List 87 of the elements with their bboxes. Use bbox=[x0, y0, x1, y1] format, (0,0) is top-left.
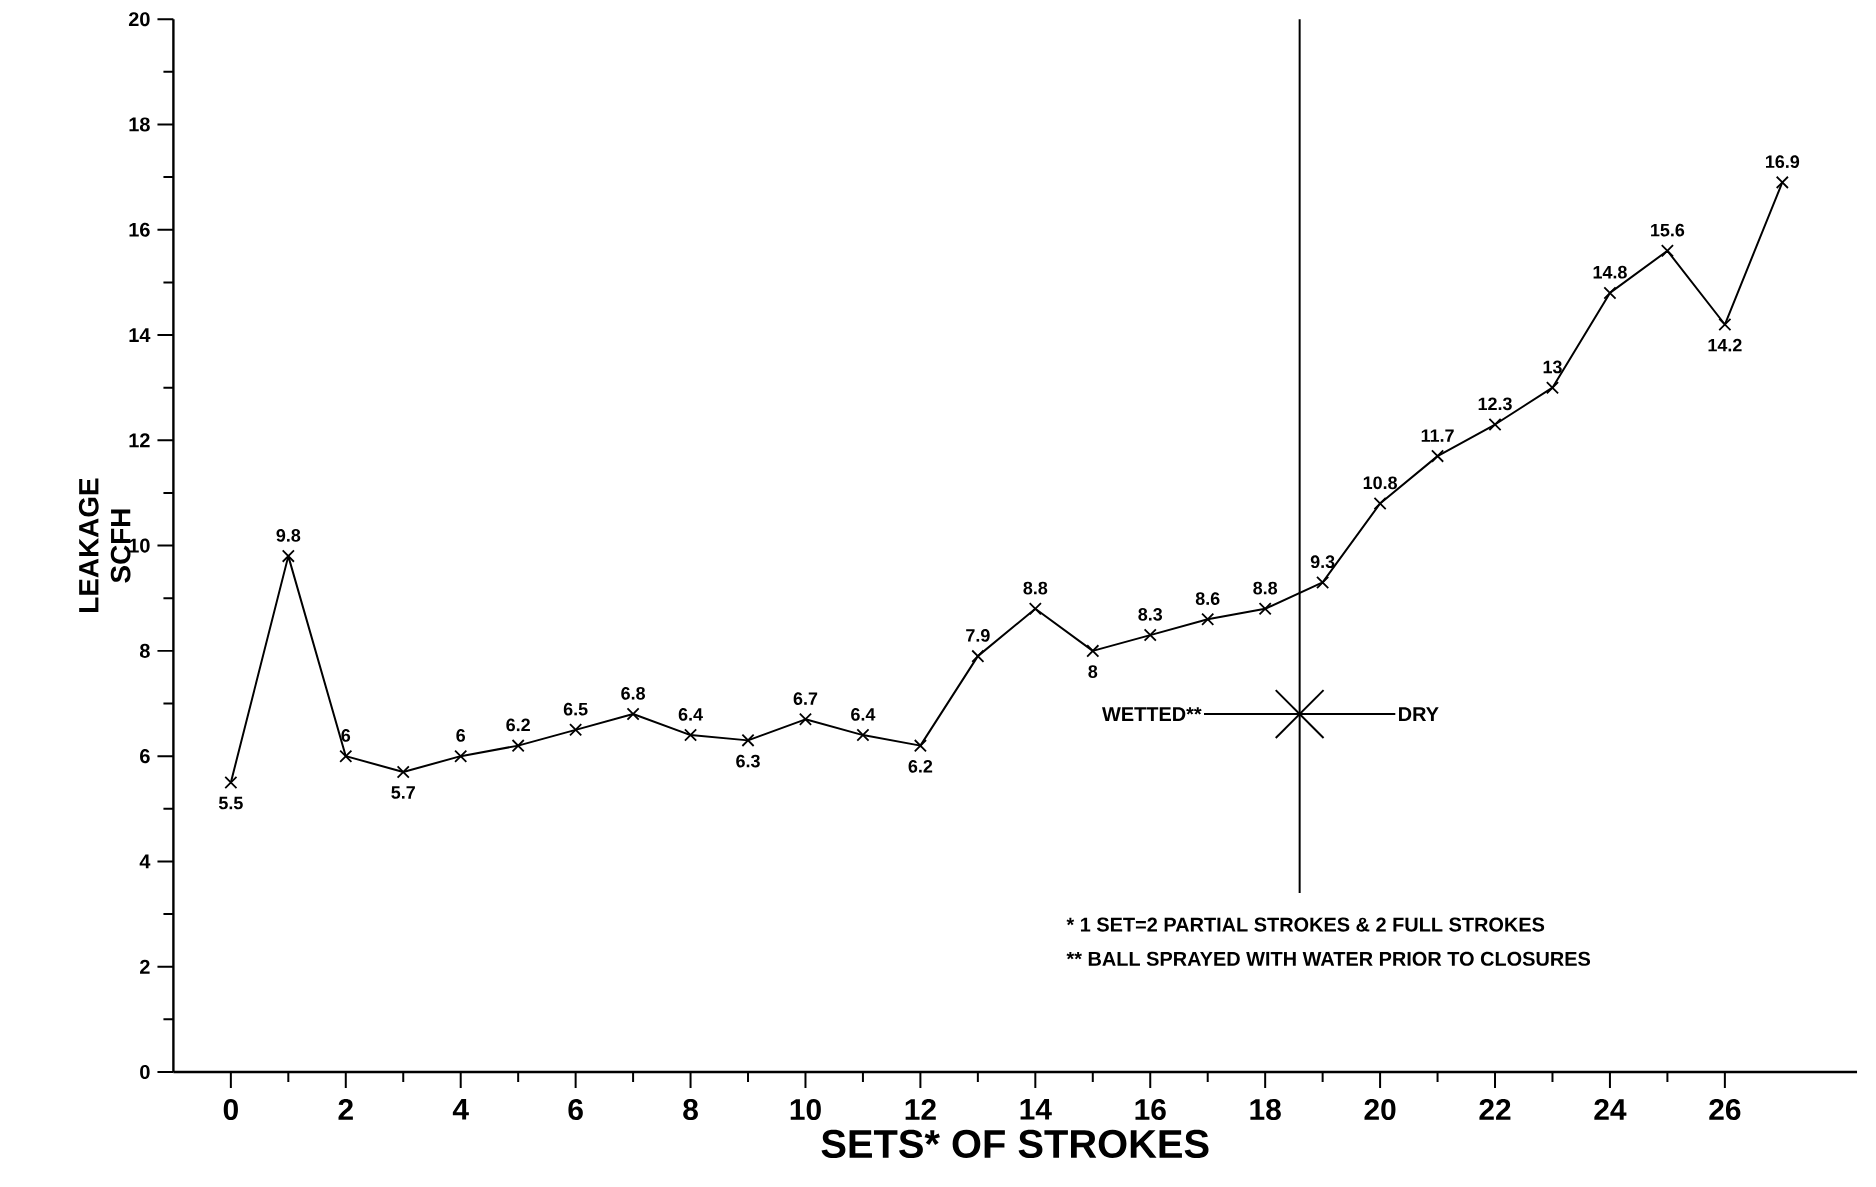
data-label: 9.3 bbox=[1310, 555, 1335, 569]
y-tick-label: 18 bbox=[129, 117, 150, 132]
data-label: 14.2 bbox=[1708, 338, 1742, 352]
data-label: 5.5 bbox=[218, 796, 243, 810]
point bbox=[1660, 244, 1674, 258]
y-tick-label: 6 bbox=[140, 749, 150, 764]
point bbox=[224, 775, 238, 790]
data-label: 6 bbox=[341, 729, 351, 742]
x-tick-label: 12 bbox=[905, 1098, 936, 1120]
x-tick-label: 2 bbox=[338, 1098, 353, 1120]
data-label: 16.9 bbox=[1766, 155, 1800, 169]
point bbox=[1316, 575, 1330, 589]
data-label: 8.3 bbox=[1138, 608, 1163, 621]
data-label: 5.7 bbox=[391, 786, 415, 799]
point bbox=[1431, 449, 1445, 463]
x-tick-label: 26 bbox=[1709, 1098, 1741, 1121]
x-tick-label: 14 bbox=[1020, 1098, 1052, 1120]
data-label: 14.8 bbox=[1593, 265, 1627, 279]
data-label: 6.3 bbox=[736, 754, 760, 768]
y-tick-label: 20 bbox=[128, 12, 150, 27]
point bbox=[1258, 602, 1272, 616]
y-tick-label: 14 bbox=[129, 328, 151, 342]
annotation: ** BALL SPRAYED WITH WATER PRIOR TO CLOSURES bbox=[1066, 951, 1591, 966]
point bbox=[1775, 175, 1789, 189]
data-label: 6.2 bbox=[908, 759, 933, 773]
x-tick-label: 10 bbox=[790, 1098, 821, 1121]
y-tick-label: 16 bbox=[129, 222, 150, 237]
x-axis-title: SETS* OF STROKES bbox=[821, 1129, 1209, 1159]
x-tick-label: 16 bbox=[1135, 1098, 1166, 1121]
data-label: 10.8 bbox=[1363, 476, 1398, 490]
point bbox=[798, 712, 813, 726]
x-tick-label: 6 bbox=[568, 1098, 583, 1121]
point bbox=[339, 749, 353, 763]
y-axis-title: LEAKAGE SCFH bbox=[78, 478, 131, 612]
point bbox=[741, 733, 755, 747]
y-tick-label: 0 bbox=[140, 1064, 150, 1080]
x-tick-label: 18 bbox=[1250, 1098, 1281, 1121]
data-label: 11.7 bbox=[1421, 429, 1454, 442]
data-label: 6.4 bbox=[678, 708, 703, 721]
y-tick-label: 2 bbox=[140, 959, 150, 974]
data-label: 6.8 bbox=[621, 686, 646, 700]
data-label: 6.7 bbox=[793, 692, 818, 705]
x-tick-label: 24 bbox=[1594, 1098, 1627, 1120]
x-tick-label: 20 bbox=[1364, 1098, 1396, 1121]
x-tick-label: 4 bbox=[452, 1098, 469, 1120]
point bbox=[626, 707, 640, 721]
point bbox=[1718, 317, 1732, 332]
data-label: 6 bbox=[456, 729, 466, 742]
point bbox=[569, 723, 583, 737]
data-label: 6.2 bbox=[506, 718, 530, 732]
point bbox=[971, 649, 985, 663]
annotation: * 1 SET=2 PARTIAL STROKES & 2 FULL STROKES bbox=[1066, 917, 1545, 932]
point bbox=[684, 728, 698, 742]
point bbox=[1201, 612, 1215, 626]
point bbox=[856, 728, 870, 742]
point bbox=[1373, 496, 1387, 511]
data-label: 8.8 bbox=[1253, 581, 1278, 595]
point bbox=[511, 739, 525, 753]
data-label: 12.3 bbox=[1478, 397, 1512, 411]
point bbox=[1545, 381, 1560, 395]
y-tick-label: 12 bbox=[129, 433, 150, 448]
point bbox=[1086, 644, 1100, 658]
data-label: 8 bbox=[1088, 665, 1098, 678]
data-label: 13 bbox=[1543, 360, 1562, 374]
point bbox=[454, 749, 468, 763]
point bbox=[1488, 417, 1502, 432]
point bbox=[913, 739, 927, 753]
y-tick-label: 10 bbox=[129, 538, 150, 553]
data-label: 8.6 bbox=[1195, 592, 1220, 605]
data-label: 8.8 bbox=[1023, 581, 1048, 595]
x-tick-label: 8 bbox=[683, 1098, 698, 1121]
y-tick-label: 4 bbox=[139, 854, 151, 869]
point bbox=[1143, 628, 1157, 642]
point bbox=[1028, 602, 1042, 616]
y-tick-label: 8 bbox=[139, 643, 150, 658]
data-label: 15.6 bbox=[1651, 223, 1685, 237]
data-label: 6.5 bbox=[563, 702, 588, 716]
data-label: 6.4 bbox=[851, 708, 876, 721]
point bbox=[396, 765, 410, 779]
annotation: WETTED** bbox=[1102, 707, 1202, 721]
point bbox=[1603, 286, 1617, 300]
x-tick-label: 22 bbox=[1479, 1098, 1511, 1120]
data-label: 9.8 bbox=[276, 529, 301, 542]
data-label: 7.9 bbox=[966, 629, 990, 642]
point bbox=[281, 549, 295, 563]
annotation: DRY bbox=[1399, 707, 1439, 721]
x-tick-label: 0 bbox=[223, 1098, 238, 1121]
